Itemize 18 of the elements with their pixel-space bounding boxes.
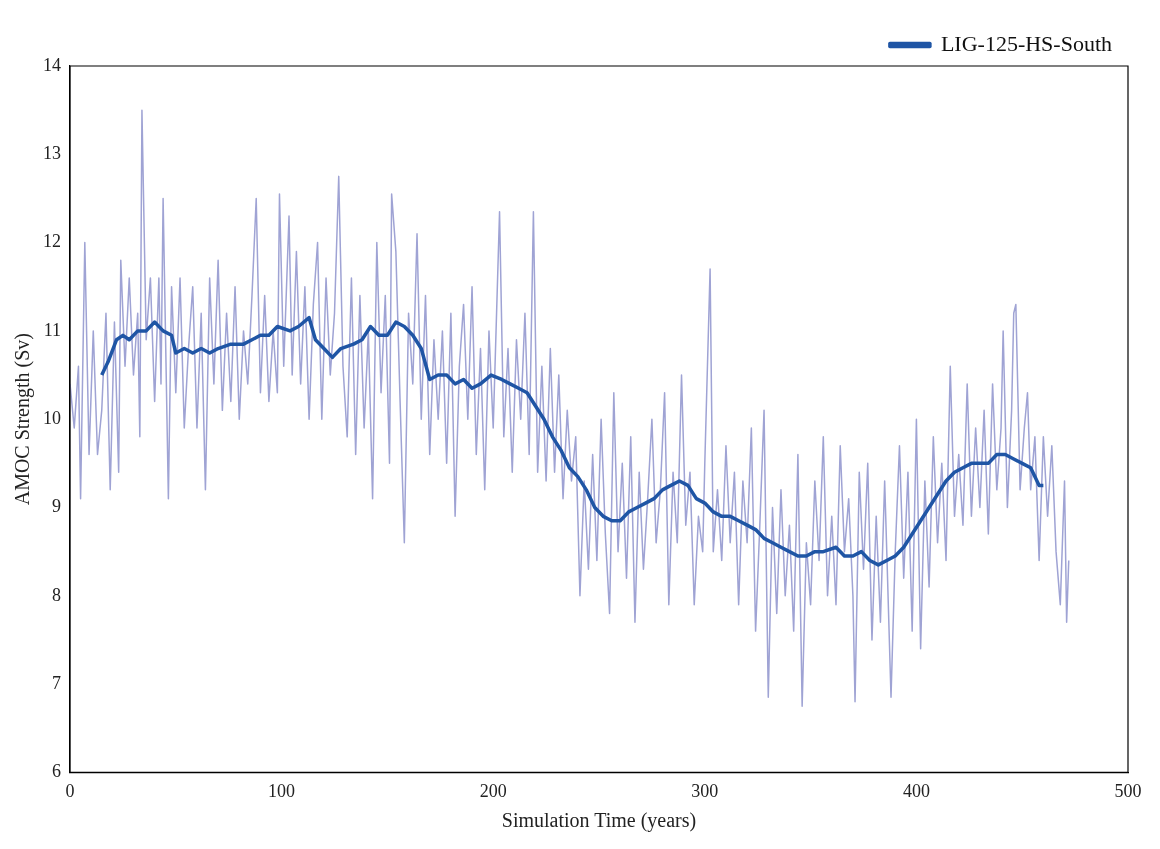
x-axis-title: Simulation Time (years) — [501, 809, 697, 833]
y-tick-label: 8 — [52, 584, 61, 605]
y-axis-title: AMOC Strength (Sv) — [11, 333, 35, 506]
y-tick-label: 6 — [52, 761, 61, 782]
x-tick-label: 500 — [1114, 780, 1142, 801]
x-tick-label: 300 — [691, 780, 719, 801]
y-tick-label: 12 — [43, 231, 61, 252]
x-tick-label: 400 — [902, 780, 930, 801]
x-tick-label: 0 — [65, 780, 75, 801]
y-tick-label: 13 — [43, 143, 61, 164]
y-tick-label: 11 — [43, 319, 61, 340]
y-tick-label: 7 — [52, 672, 61, 693]
legend-label: LIG-125-HS-South — [940, 30, 1113, 56]
y-tick-label: 10 — [43, 407, 61, 428]
x-tick-label: 100 — [268, 780, 296, 801]
y-tick-label: 9 — [52, 496, 61, 517]
y-tick-label: 14 — [43, 54, 61, 75]
x-tick-label: 200 — [479, 780, 507, 801]
